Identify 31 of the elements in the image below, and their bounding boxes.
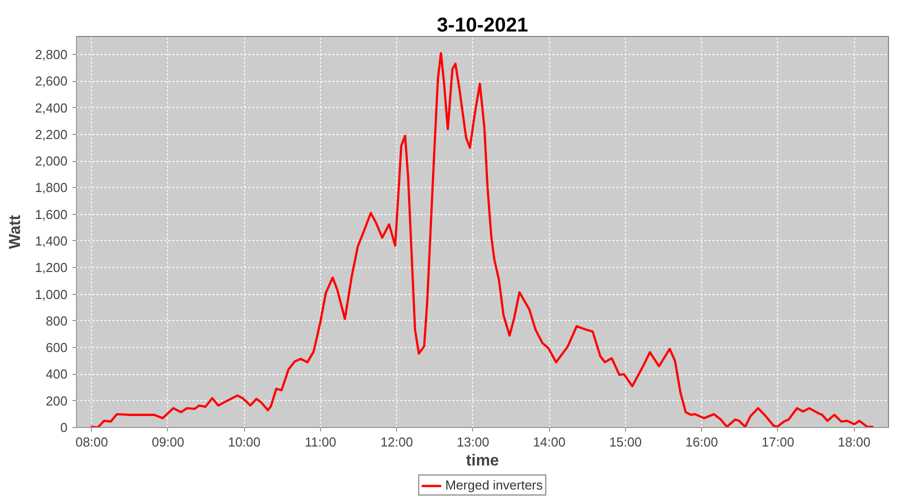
x-tick-label: 18:00 <box>838 434 870 450</box>
x-tick-label: 13:00 <box>456 434 490 450</box>
y-tick-label: 1,400 <box>34 233 68 248</box>
y-tick-label: 600 <box>46 340 68 356</box>
x-tick-label: 08:00 <box>75 434 108 450</box>
y-tick-label: 2,600 <box>34 74 68 89</box>
x-tick-label: 09:00 <box>152 434 184 450</box>
y-tick-label: 2,000 <box>34 154 68 169</box>
x-tick-label: 17:00 <box>762 434 794 450</box>
x-tick-label: 12:00 <box>380 434 414 450</box>
y-tick-label: 0 <box>60 420 68 435</box>
y-tick-label: 1,200 <box>34 260 68 276</box>
y-tick-label: 200 <box>46 393 68 408</box>
y-tick-label: 2,400 <box>34 100 68 116</box>
y-tick-label: 800 <box>46 313 68 328</box>
y-tick-label: 1,800 <box>34 180 68 196</box>
x-tick-label: 14:00 <box>532 434 566 450</box>
chart-title: 3-10-2021 <box>436 14 528 36</box>
x-tick-label: 11:00 <box>304 434 336 450</box>
y-tick-label: 2,200 <box>34 126 68 142</box>
x-tick-label: 16:00 <box>685 434 718 450</box>
y-tick-label: 1,000 <box>34 286 68 302</box>
y-tick-label: 1,600 <box>34 206 68 222</box>
x-tick-label: 10:00 <box>228 434 261 450</box>
y-tick-label: 2,800 <box>34 46 68 62</box>
y-axis-title: Watt <box>6 214 24 250</box>
legend-label: Merged inverters <box>445 478 543 492</box>
x-tick-label: 15:00 <box>609 434 642 450</box>
line-series <box>90 52 874 428</box>
y-tick-label: 400 <box>46 366 68 382</box>
x-axis-title: time <box>466 452 500 470</box>
